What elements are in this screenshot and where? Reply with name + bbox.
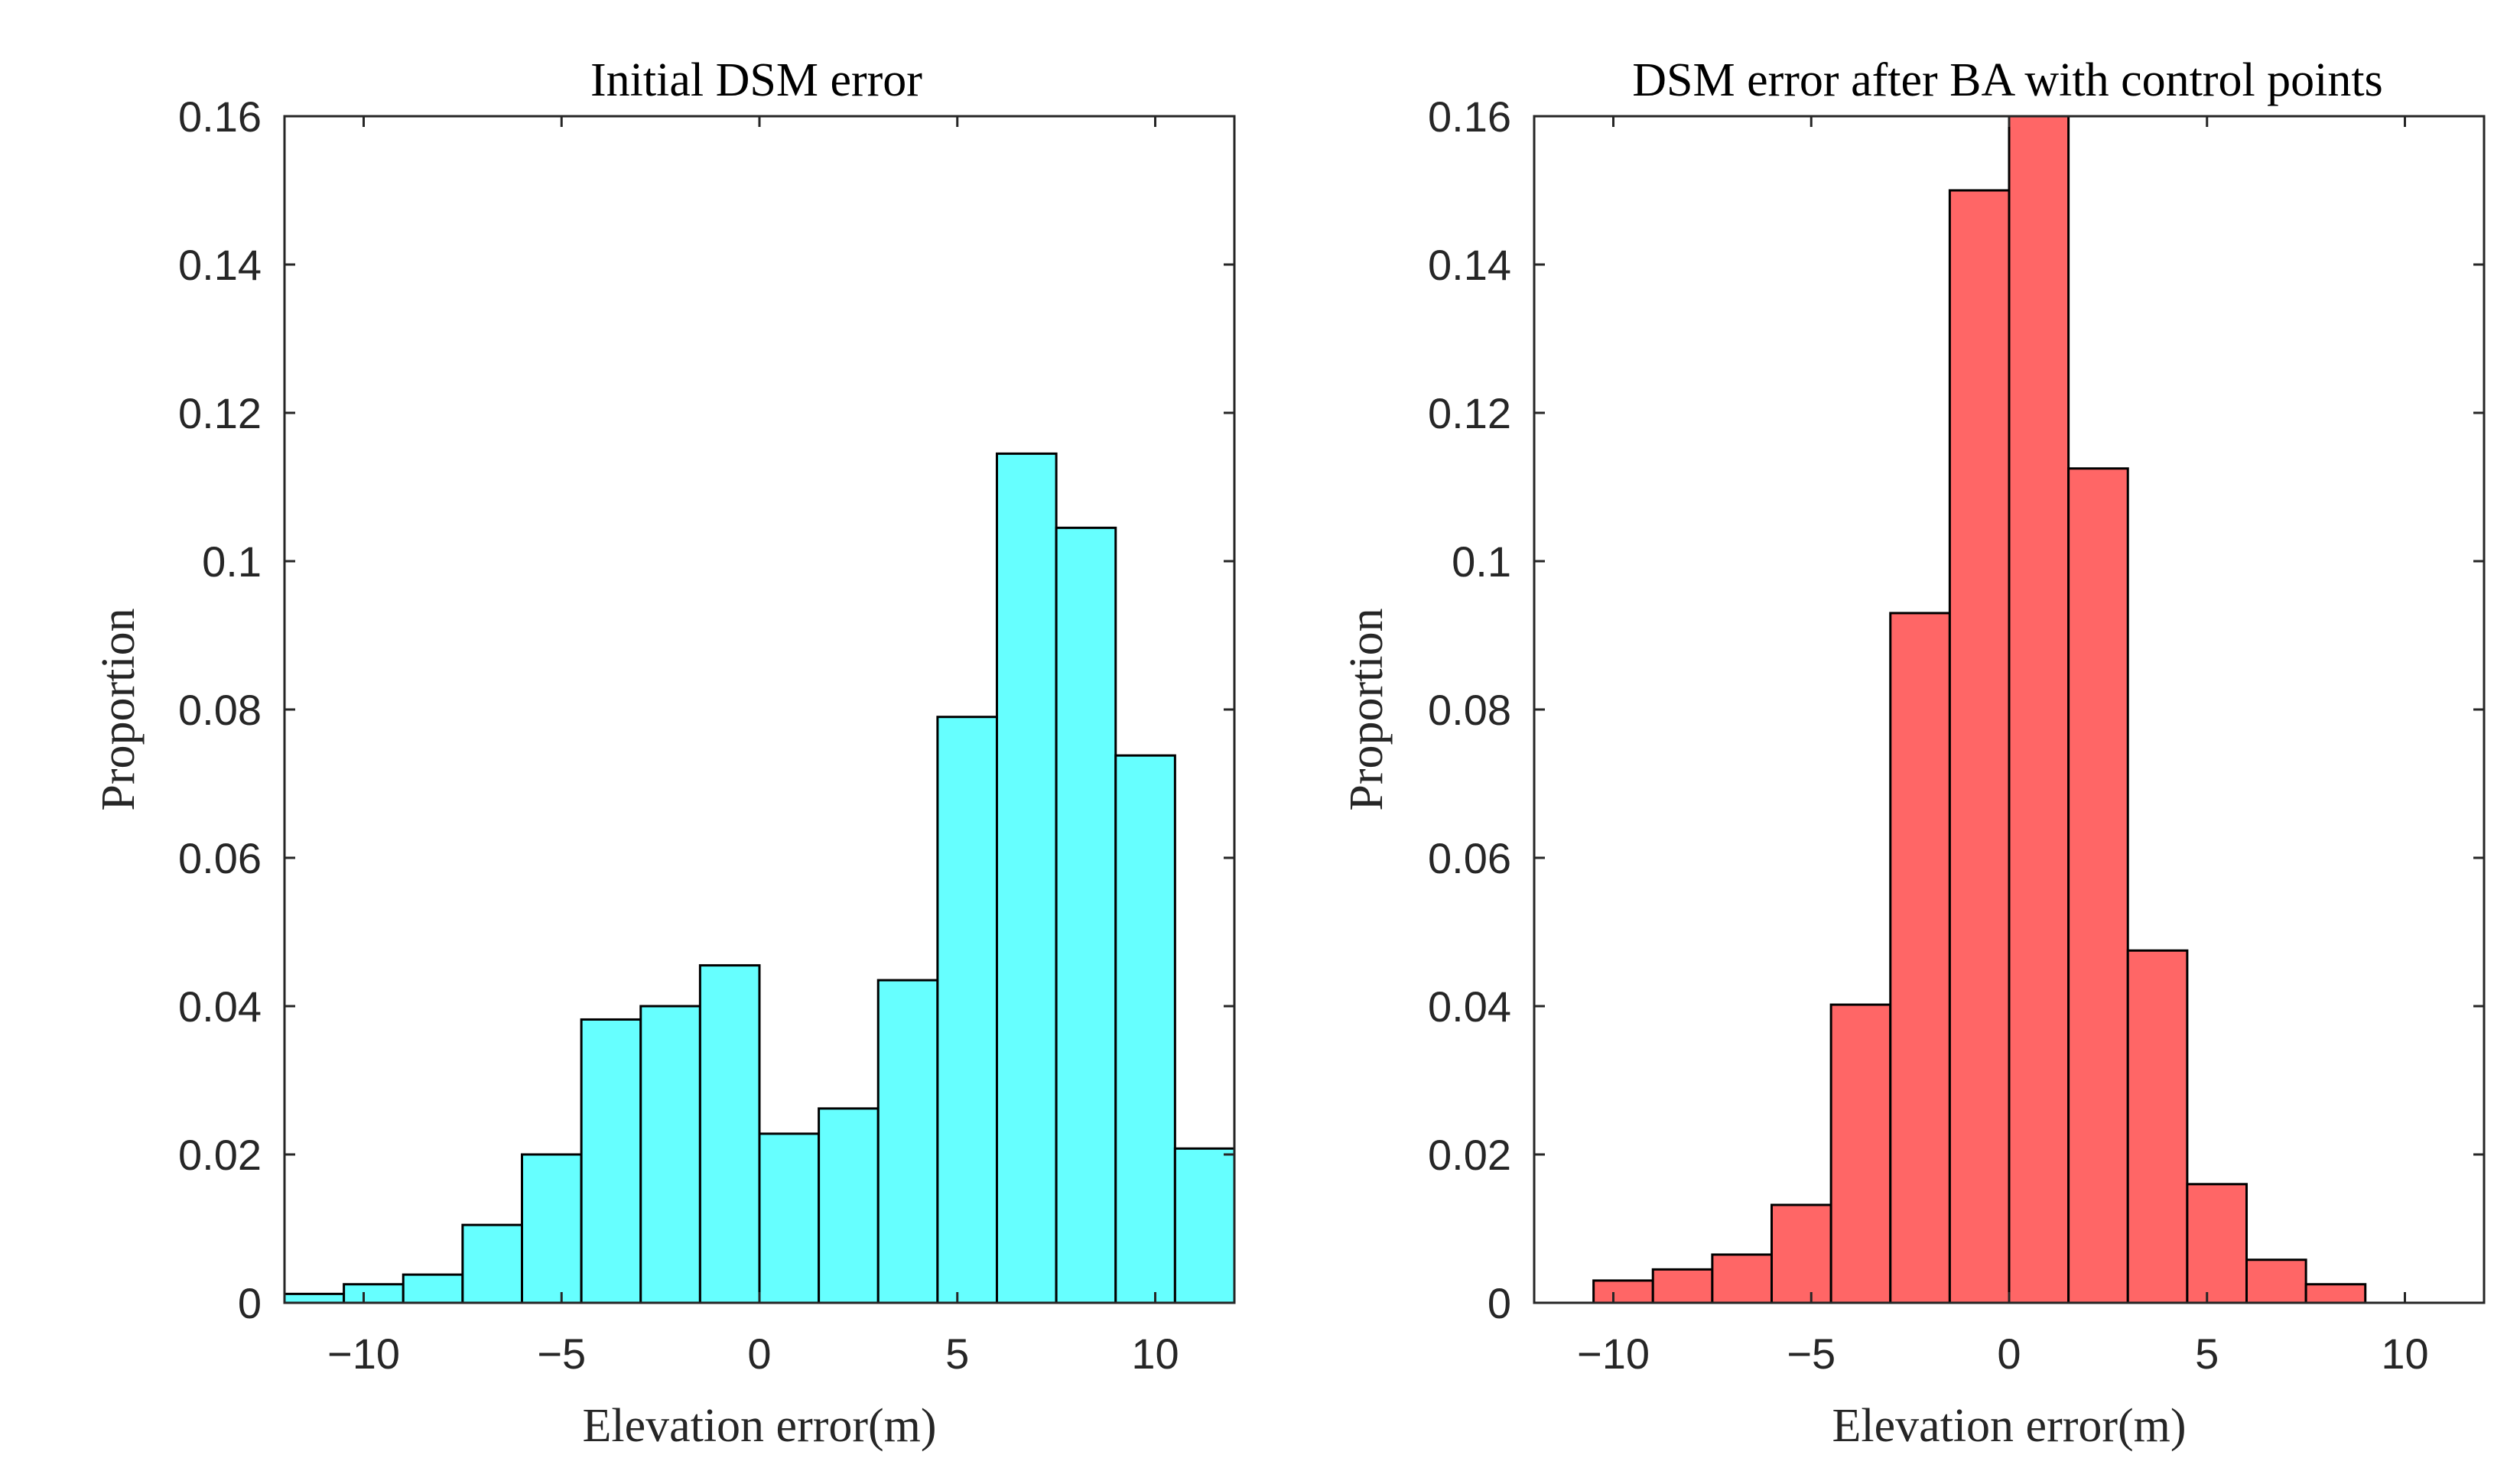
right-bar-10 (2186, 1183, 2248, 1304)
left-y-tick-label-2: 0.04 (178, 982, 262, 1031)
right-bar-0 (1592, 1279, 1654, 1304)
left-bar-14 (1114, 754, 1176, 1304)
left-bar-10 (876, 979, 939, 1304)
right-bar-5 (1889, 612, 1951, 1304)
right-bar-12 (2304, 1283, 2367, 1304)
left-bar-3 (461, 1223, 523, 1304)
left-y-axis-label: Proportion (93, 608, 145, 810)
right-bar-4 (1829, 1003, 1892, 1304)
right-chart-title: DSM error after BA with control points (1632, 54, 2383, 106)
left-bar-6 (639, 1005, 701, 1304)
right-x-tick-label-2: 0 (1997, 1330, 2021, 1378)
right-bar-9 (2126, 949, 2189, 1304)
left-x-tick-label-1: −5 (537, 1330, 586, 1378)
right-y-tick-label-0: 0 (1488, 1279, 1511, 1327)
left-bars (283, 452, 1236, 1304)
left-bar-13 (1055, 526, 1117, 1304)
right-y-tick-label-3: 0.06 (1428, 834, 1511, 882)
right-x-tick-label-3: 5 (2195, 1330, 2219, 1378)
right-y-tick-label-1: 0.02 (1428, 1131, 1511, 1179)
right-bars (1592, 115, 2367, 1304)
left-y-tick-label-5: 0.1 (202, 537, 262, 586)
right-y-tick-label-6: 0.12 (1428, 389, 1511, 437)
left-y-tick-labels: 0 0.02 0.04 0.06 0.08 0.1 0.12 0.14 0.16 (178, 93, 262, 1327)
left-bar-5 (580, 1018, 642, 1304)
right-bar-7 (2008, 115, 2070, 1304)
left-y-tick-label-6: 0.12 (178, 389, 262, 437)
left-x-tick-label-0: −10 (327, 1330, 400, 1378)
left-y-tick-label-1: 0.02 (178, 1131, 262, 1179)
right-x-tick-label-4: 10 (2381, 1330, 2428, 1378)
left-bar-4 (521, 1153, 583, 1304)
left-x-tick-label-4: 10 (1131, 1330, 1179, 1378)
left-chart-title: Initial DSM error (590, 54, 922, 106)
right-x-tick-label-1: −5 (1787, 1330, 1836, 1378)
right-x-tick-labels: −10 −5 0 5 10 (1577, 1330, 2429, 1378)
left-y-tick-label-8: 0.16 (178, 93, 262, 141)
left-y-tick-label-3: 0.06 (178, 834, 262, 882)
right-bar-6 (1948, 189, 2011, 1304)
left-x-tick-labels: −10 −5 0 5 10 (327, 1330, 1179, 1378)
left-histogram-panel: Initial DSM error 0 0.02 0.04 0.06 0.08 0.1 0.… (93, 54, 1236, 1452)
left-bar-15 (1173, 1147, 1236, 1304)
right-y-tick-label-2: 0.04 (1428, 982, 1511, 1031)
left-y-tick-label-7: 0.14 (178, 241, 262, 289)
right-x-tick-label-0: −10 (1577, 1330, 1650, 1378)
left-bar-2 (402, 1273, 464, 1304)
right-ticks (1534, 115, 2484, 1304)
left-bar-8 (758, 1132, 821, 1304)
left-x-tick-label-2: 0 (747, 1330, 771, 1378)
right-histogram-panel: DSM error after BA with control points 0… (1341, 54, 2486, 1452)
left-x-tick-label-3: 5 (945, 1330, 969, 1378)
right-bar-8 (2067, 467, 2129, 1304)
left-y-tick-label-4: 0.08 (178, 686, 262, 734)
right-bar-2 (1711, 1253, 1773, 1304)
right-y-tick-label-8: 0.16 (1428, 93, 1511, 141)
right-x-axis-label: Elevation error(m) (1832, 1400, 2186, 1452)
left-x-axis-label: Elevation error(m) (582, 1400, 936, 1452)
right-bar-11 (2245, 1258, 2307, 1304)
left-bar-0 (283, 1292, 346, 1304)
left-ticks (285, 115, 1234, 1304)
left-bar-11 (936, 716, 998, 1304)
right-bar-1 (1651, 1268, 1714, 1304)
left-bar-1 (343, 1283, 405, 1304)
right-y-tick-label-7: 0.14 (1428, 241, 1511, 289)
right-bar-3 (1771, 1203, 1832, 1304)
right-y-axis-label: Proportion (1341, 608, 1393, 810)
left-bar-12 (996, 452, 1058, 1304)
left-bar-9 (818, 1107, 880, 1304)
right-y-tick-label-4: 0.08 (1428, 686, 1511, 734)
left-bar-7 (698, 964, 761, 1304)
right-y-tick-label-5: 0.1 (1452, 537, 1511, 586)
left-y-tick-label-0: 0 (238, 1279, 262, 1327)
right-y-tick-labels: 0 0.02 0.04 0.06 0.08 0.1 0.12 0.14 0.16 (1428, 93, 1511, 1327)
